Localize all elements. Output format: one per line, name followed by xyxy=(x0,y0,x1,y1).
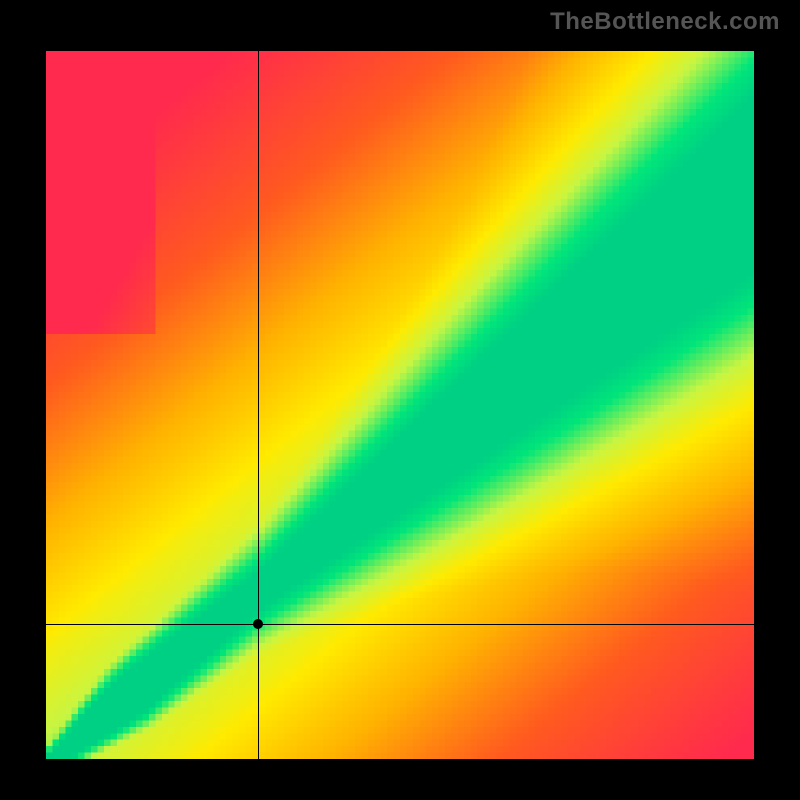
plot-area xyxy=(46,51,754,759)
plot-frame xyxy=(40,45,760,765)
crosshair-vertical xyxy=(258,51,259,759)
crosshair-horizontal xyxy=(46,624,754,625)
chart-container: TheBottleneck.com xyxy=(0,0,800,800)
heatmap-canvas xyxy=(46,51,754,759)
crosshair-marker xyxy=(253,619,263,629)
watermark-label: TheBottleneck.com xyxy=(550,8,780,36)
